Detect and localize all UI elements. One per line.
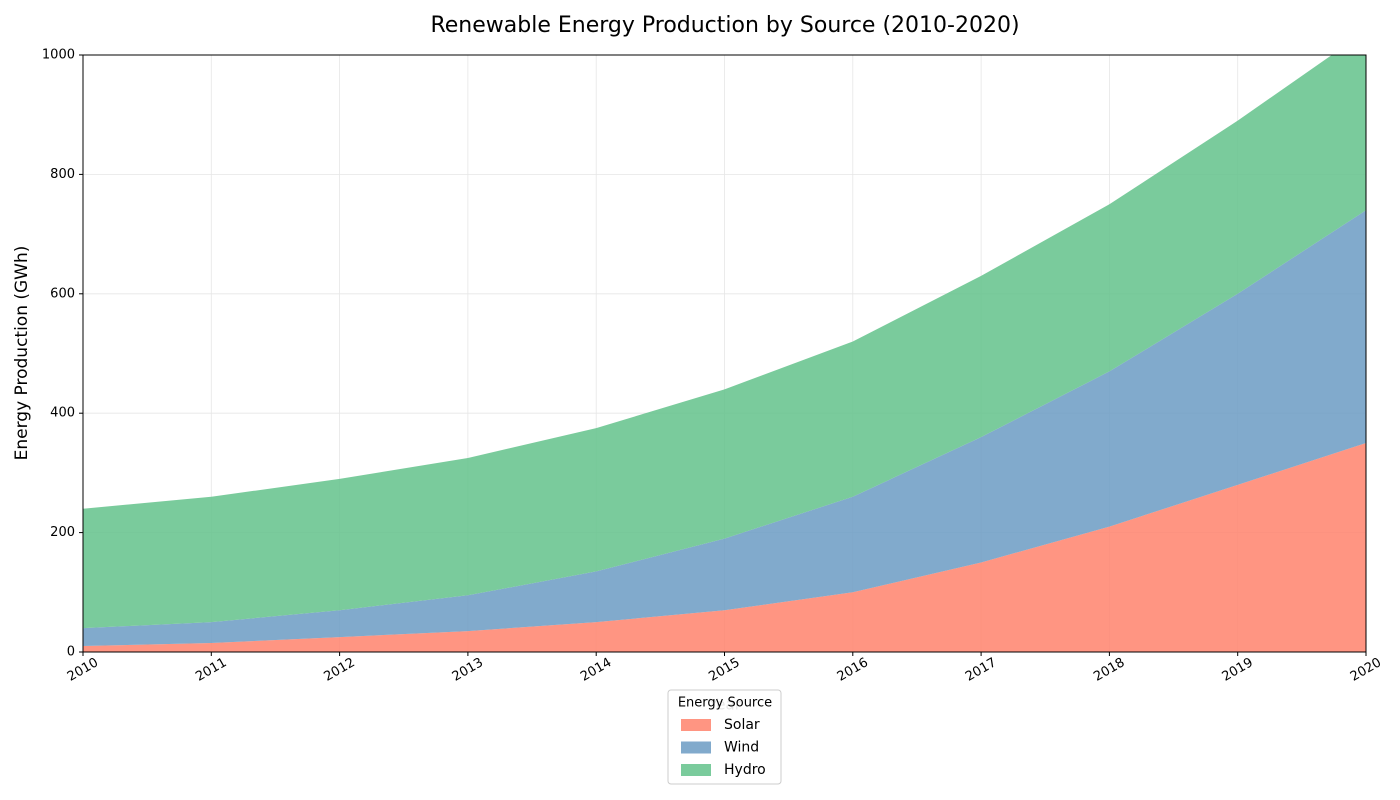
legend-label: Hydro xyxy=(724,762,766,778)
x-tick-label: 2015 xyxy=(706,655,742,685)
x-tick-label: 2017 xyxy=(963,655,999,685)
y-tick-label: 600 xyxy=(50,286,75,301)
legend-swatch xyxy=(681,741,711,754)
legend-box xyxy=(667,689,782,785)
area xyxy=(83,210,1366,647)
y-tick-label: 0 xyxy=(67,645,75,660)
x-tick-label: 2010 xyxy=(65,655,101,685)
legend-swatch xyxy=(681,764,711,776)
legend-title: Energy Source xyxy=(678,696,772,711)
x-tick-label: 2014 xyxy=(578,655,614,685)
y-tick-label: 800 xyxy=(50,167,75,182)
x-tick-label: 2013 xyxy=(450,655,486,685)
x-tick-label: 2011 xyxy=(193,655,229,685)
legend-label: Wind xyxy=(724,740,759,756)
area xyxy=(83,55,1366,629)
chart-title: Renewable Energy Production by Source (2… xyxy=(430,13,1019,38)
x-tick-label: 2012 xyxy=(322,655,358,685)
x-tick-label: 2018 xyxy=(1091,655,1127,685)
x-tick-label: 2020 xyxy=(1348,655,1384,685)
area xyxy=(83,443,1366,652)
legend-label: Solar xyxy=(724,717,760,733)
x-tick-label: 2019 xyxy=(1220,655,1256,685)
y-tick-label: 1000 xyxy=(42,48,75,63)
legend: Energy Source Solar Wind Hydro xyxy=(667,689,782,785)
y-tick-label: 400 xyxy=(50,406,75,421)
x-tick-label: 2016 xyxy=(835,655,871,685)
plot-area xyxy=(83,55,1366,652)
y-tick-label: 200 xyxy=(50,525,75,540)
y-axis-label: Energy Production (GWh) xyxy=(12,246,32,461)
legend-swatch xyxy=(681,719,711,731)
